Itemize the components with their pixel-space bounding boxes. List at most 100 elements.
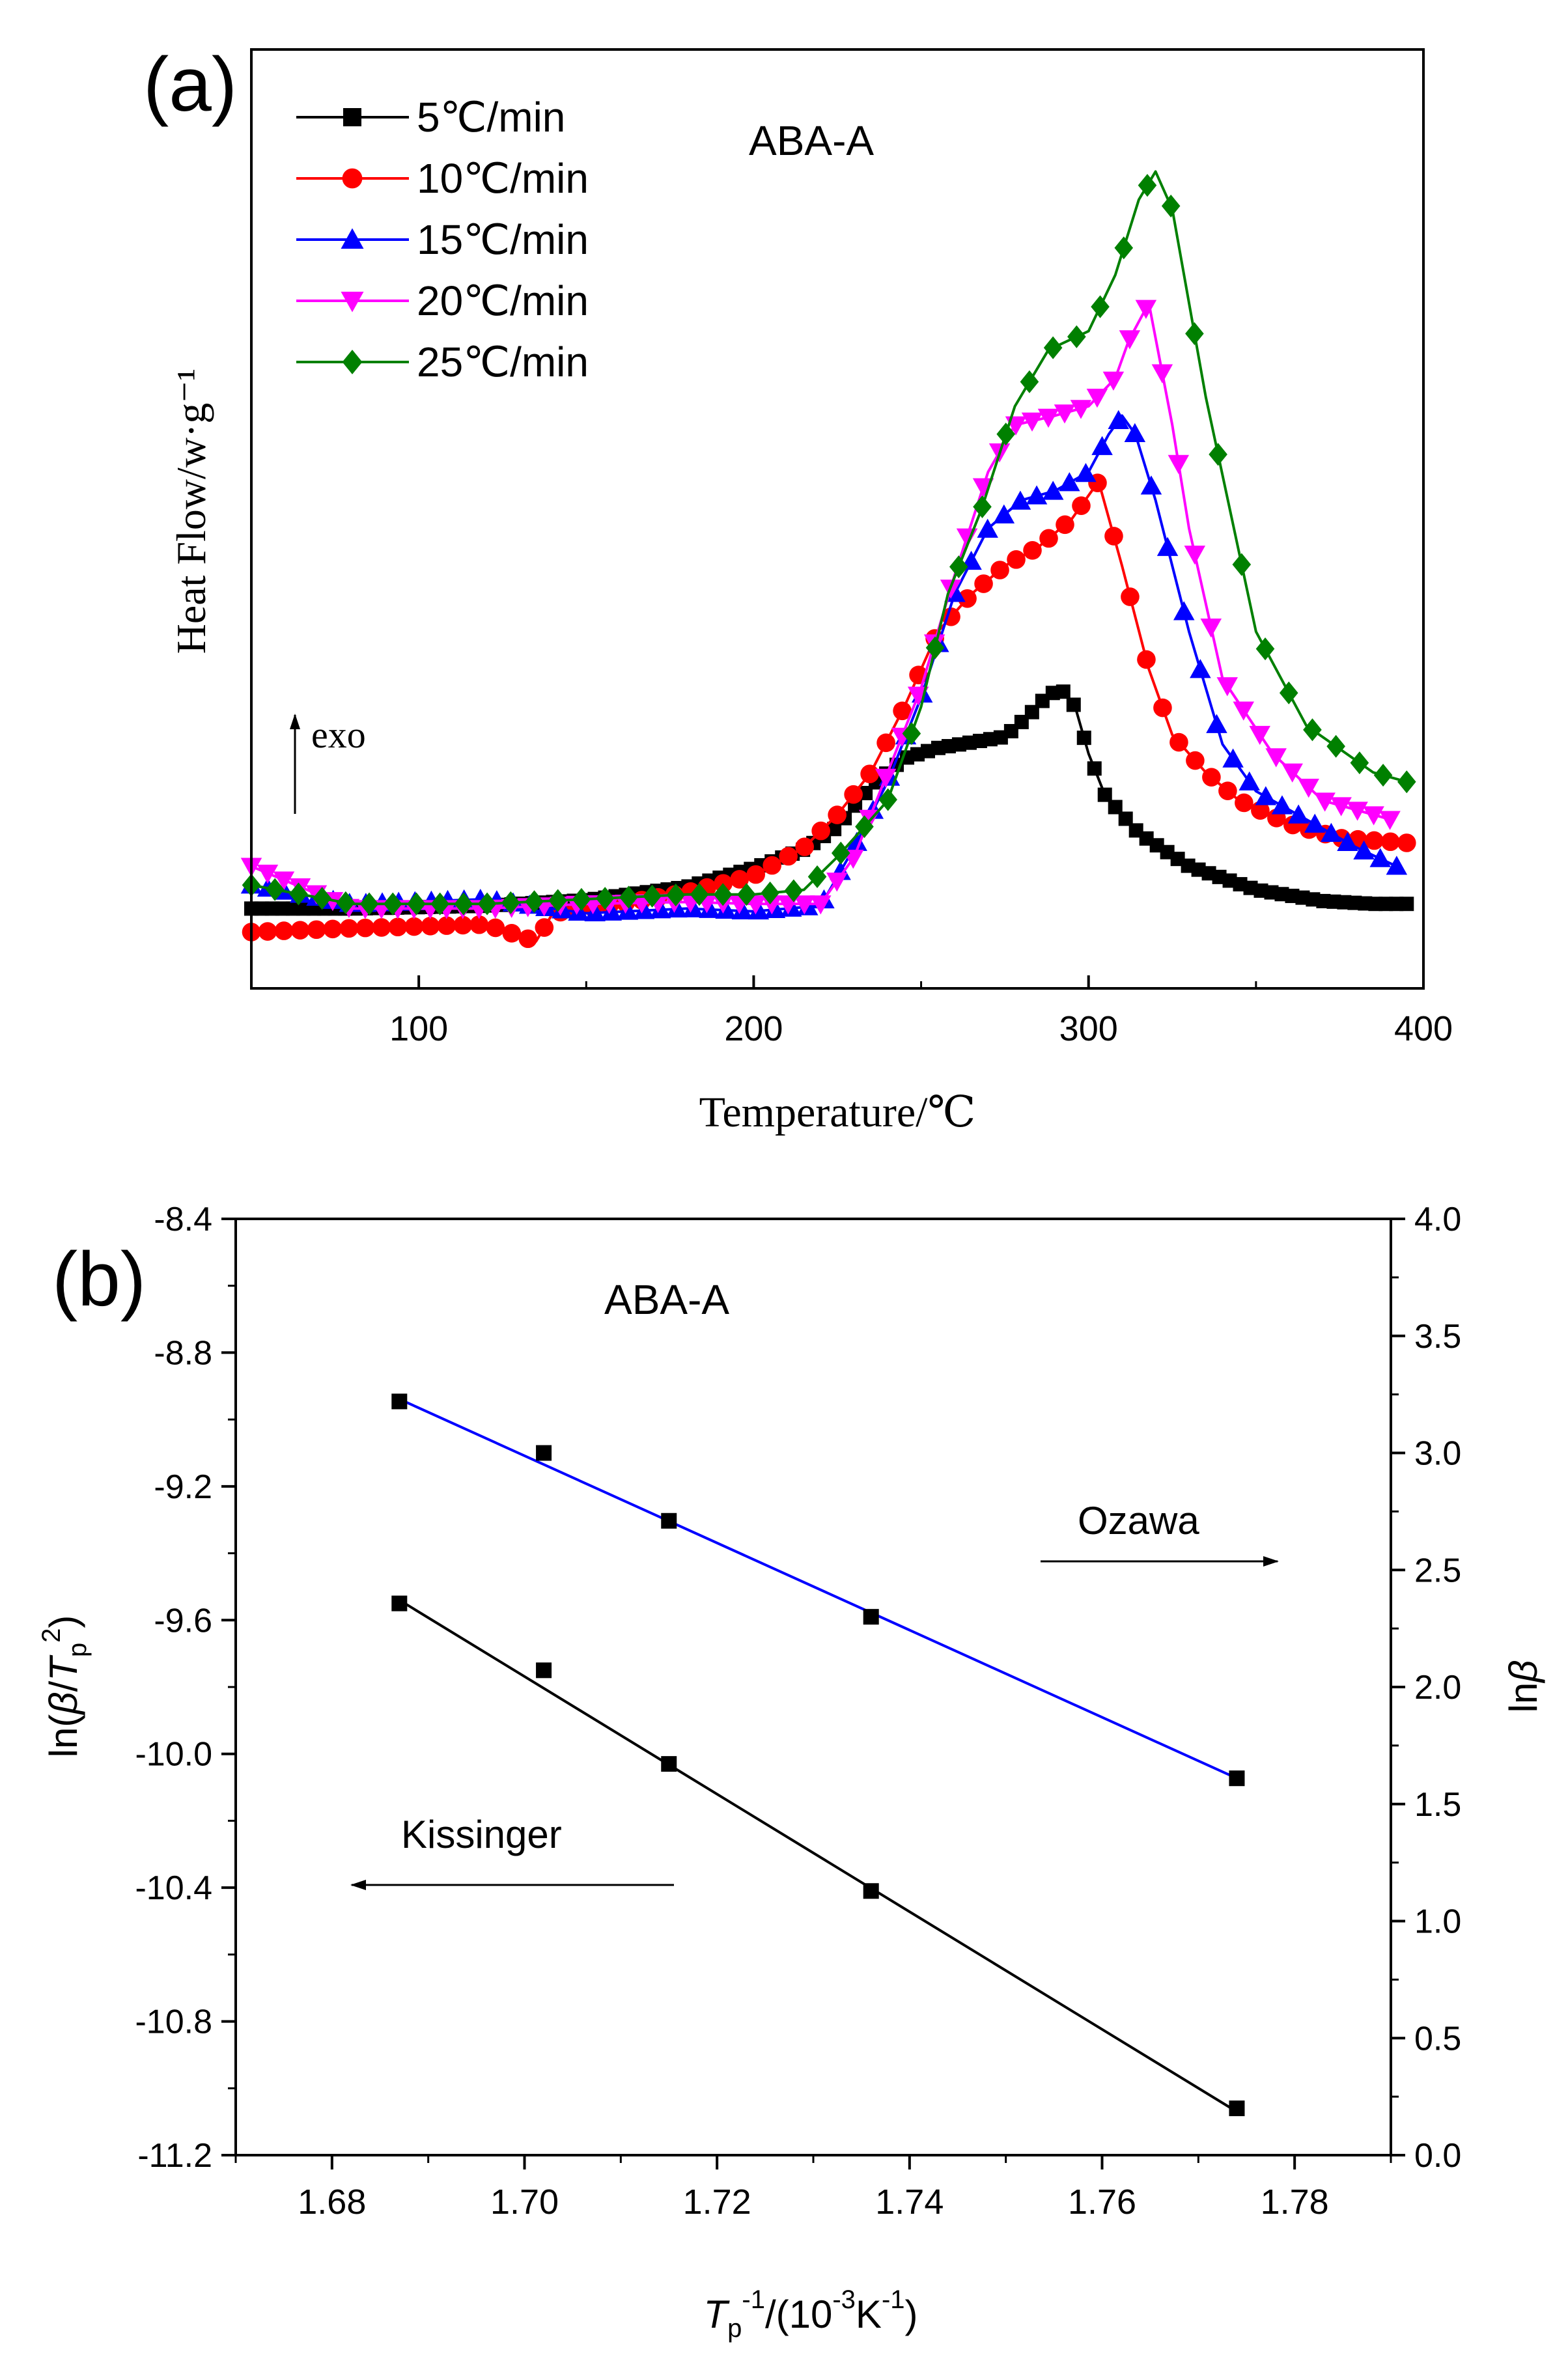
series-point (1104, 527, 1123, 546)
panel-a-frame (250, 48, 1425, 990)
series-point (572, 887, 591, 911)
series-point (1350, 751, 1369, 775)
series-point (1124, 423, 1146, 442)
panel-a-x-tick-label: 300 (1059, 1009, 1118, 1048)
series-point (289, 882, 308, 906)
series-point (1298, 779, 1319, 798)
exo-annotation: exo (311, 714, 366, 756)
panel-a-x-axis-label: Temperature/℃ (699, 1089, 976, 1136)
series-point (876, 733, 895, 753)
series-point (388, 917, 408, 937)
series-point (617, 900, 639, 920)
series-point (1137, 650, 1156, 669)
series-point (486, 918, 505, 938)
series-point (795, 837, 814, 856)
series-point (1255, 786, 1277, 805)
series-point (548, 889, 568, 912)
series-point (1303, 718, 1322, 742)
data-point (661, 1513, 677, 1529)
series-point (1007, 550, 1026, 569)
series-point (1156, 537, 1179, 556)
series-point (336, 891, 356, 915)
series-point (1054, 404, 1076, 424)
series-line (251, 480, 1407, 943)
series-point (1108, 800, 1123, 815)
series-point (1365, 831, 1384, 850)
series-point (1190, 659, 1211, 678)
series-point (972, 478, 994, 497)
series-point (958, 589, 977, 608)
panel-b-x-tick-label: 1.68 (298, 2183, 366, 2222)
panel-b-frame (234, 1218, 1392, 2156)
panel-b-x-tick-label: 1.70 (490, 2183, 559, 2222)
series-point (1380, 832, 1400, 852)
data-point (536, 1662, 552, 1679)
series-line (251, 301, 1391, 910)
series-point (1218, 781, 1237, 800)
series-point (1337, 831, 1358, 852)
series-point (1037, 408, 1059, 428)
panel-b-right-y-tick-label: 1.0 (1414, 1903, 1461, 1941)
series-point (1024, 704, 1039, 719)
panel-a-legend: 5℃/min 10℃/min 15℃/min 20℃/min 25℃/min (296, 94, 589, 385)
series-point (518, 929, 538, 949)
series-point (1363, 806, 1384, 826)
series-point (1216, 677, 1239, 697)
series-point (761, 881, 779, 904)
series-point (1397, 770, 1416, 794)
series-point (323, 919, 343, 939)
series-point (525, 890, 544, 914)
series-point (290, 921, 310, 940)
series-point (1330, 797, 1352, 816)
panel-b-x-ticks: 1.68 1.70 1.72 1.74 1.76 1.78 (234, 2155, 1392, 2222)
series-point (731, 900, 753, 920)
series-point (1304, 813, 1326, 833)
series-point (828, 805, 847, 824)
series-point (1056, 515, 1074, 535)
series-point (1379, 811, 1401, 830)
series-point (1353, 840, 1375, 860)
series-point (1326, 734, 1345, 758)
series-point (875, 768, 897, 788)
series-point (844, 785, 863, 804)
series-point (827, 822, 842, 837)
series-point (855, 815, 874, 839)
legend-entry-label: 10℃/min (417, 155, 589, 202)
series-point (502, 924, 522, 943)
panel-b-left-y-tick-label: -11.2 (137, 2137, 212, 2175)
series-point (748, 900, 770, 920)
series-point (421, 917, 440, 936)
series-point (1021, 412, 1043, 432)
series-point (1279, 681, 1298, 704)
series-point (1222, 748, 1244, 768)
series-point (469, 915, 489, 934)
series-point (1076, 731, 1091, 746)
series-point (1249, 725, 1270, 746)
series-point (1399, 897, 1414, 912)
series-point (584, 902, 606, 922)
legend-entry-label: 25℃/min (417, 339, 589, 385)
series-point (258, 922, 277, 941)
series-point (1086, 389, 1108, 408)
panel-a: (a) 100 200 300 400 ABA-A Temperature/℃ Hea… (143, 42, 1453, 1136)
panel-b-x-tick-label: 1.74 (875, 2183, 944, 2222)
series-point (779, 846, 798, 866)
panel-a-x-ticks: 100 200 300 400 (250, 975, 1453, 1048)
panel-b-left-y-tick-label: -9.6 (154, 1602, 212, 1639)
series-point (730, 870, 749, 889)
series-point (453, 915, 473, 935)
panel-b-right-y-tick-label: 3.5 (1414, 1318, 1461, 1356)
series-point (1138, 174, 1157, 197)
panel-a-label: (a) (143, 42, 237, 128)
series-point (477, 892, 497, 915)
legend-marker (342, 168, 363, 189)
series-point (974, 574, 993, 593)
series-point (1087, 761, 1102, 776)
panel-b-left-y-tick-label: -9.2 (154, 1468, 212, 1506)
series-point (925, 636, 945, 660)
series-point (1239, 771, 1260, 790)
data-point (863, 1883, 879, 1899)
series-point (1067, 325, 1086, 348)
series-point (1373, 764, 1393, 787)
series-point (1185, 322, 1204, 345)
